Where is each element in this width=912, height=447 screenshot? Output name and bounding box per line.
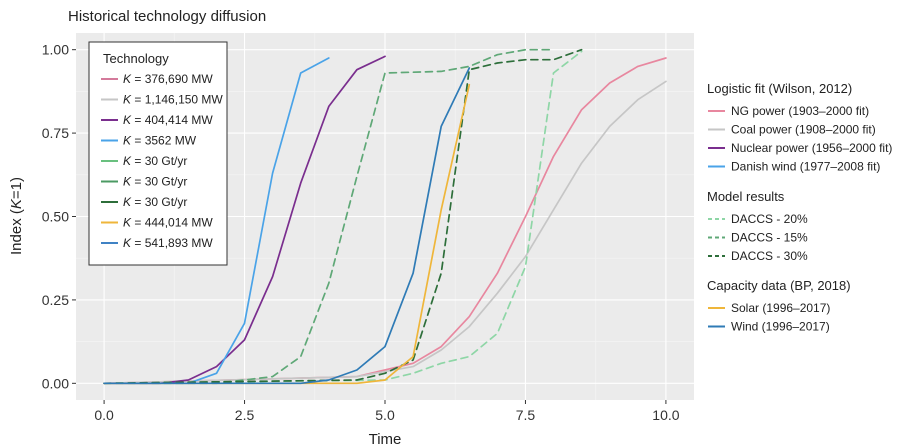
series-line-1 <box>103 57 667 385</box>
technology-legend-label: K = 30 Gt/yr <box>123 195 187 209</box>
y-axis-title: Index (K=1) <box>8 177 25 255</box>
technology-legend-value: 444,014 MW <box>145 216 214 230</box>
technology-legend-label: K = 3562 MW <box>123 134 197 148</box>
series-line-2 <box>103 80 667 385</box>
technology-legend-variable: K <box>123 93 132 107</box>
technology-legend: Technology K = 376,690 MWK = 1,146,150 M… <box>88 41 228 266</box>
technology-legend-variable: K <box>123 195 132 209</box>
series-line-9 <box>103 67 471 385</box>
technology-legend-value: 3562 MW <box>145 134 197 148</box>
technology-legend-equals: = <box>131 236 145 250</box>
y-axis-title-suffix: =1) <box>8 177 25 199</box>
series-line-5 <box>103 50 583 385</box>
series-line-8 <box>103 83 471 385</box>
outer-legend-label: Solar (1996–2017) <box>731 301 830 315</box>
technology-legend-items: K = 376,690 MWK = 1,146,150 MWK = 404,41… <box>101 72 223 250</box>
technology-legend-equals: = <box>131 175 145 189</box>
technology-legend-label: K = 444,014 MW <box>123 216 213 230</box>
outer-legend-label: NG power (1903–2000 fit) <box>731 104 869 118</box>
technology-legend-variable: K <box>123 236 132 250</box>
x-tick-label: 2.5 <box>235 407 255 423</box>
technology-legend-equals: = <box>131 113 145 127</box>
chart-title: Historical technology diffusion <box>68 8 266 25</box>
technology-legend-variable: K <box>123 134 132 148</box>
y-tick-label: 0.25 <box>42 292 69 308</box>
outer-legend-label: DACCS - 30% <box>731 249 808 263</box>
outer-legend-label: Nuclear power (1956–2000 fit) <box>731 141 892 155</box>
y-axis-ticks: 0.00 0.25 0.50 0.75 1.00 <box>42 42 76 391</box>
y-tick-label: 0.00 <box>42 375 69 391</box>
x-axis-title: Time <box>369 431 402 447</box>
series-line-6 <box>103 48 555 385</box>
technology-legend-value: 1,146,150 MW <box>145 93 224 107</box>
outer-legend-group-title: Model results <box>707 189 785 204</box>
technology-legend-value: 376,690 MW <box>145 72 214 86</box>
y-tick-label: 0.50 <box>42 209 69 225</box>
technology-legend-variable: K <box>123 216 132 230</box>
technology-legend-value: 30 Gt/yr <box>145 154 188 168</box>
technology-legend-variable: K <box>123 175 132 189</box>
technology-legend-value: 404,414 MW <box>145 113 214 127</box>
outer-legend: Logistic fit (Wilson, 2012) NG power (190… <box>707 81 892 334</box>
technology-legend-label: K = 30 Gt/yr <box>123 154 187 168</box>
technology-legend-equals: = <box>131 93 145 107</box>
y-tick-label: 0.75 <box>42 125 69 141</box>
series-line-3 <box>103 55 386 385</box>
outer-legend-label: DACCS - 20% <box>731 212 808 226</box>
technology-legend-value: 30 Gt/yr <box>145 175 188 189</box>
series-lines <box>103 48 667 385</box>
y-tick-label: 1.00 <box>42 42 69 58</box>
technology-legend-value: 541,893 MW <box>145 236 214 250</box>
outer-legend-label: DACCS - 15% <box>731 231 808 245</box>
outer-legend-label: Danish wind (1977–2008 fit) <box>731 160 880 174</box>
outer-legend-group-title: Capacity data (BP, 2018) <box>707 278 851 293</box>
technology-legend-equals: = <box>131 154 145 168</box>
y-axis-title-variable: K <box>8 198 25 209</box>
technology-legend-equals: = <box>131 134 145 148</box>
technology-legend-label: K = 1,146,150 MW <box>123 93 223 107</box>
technology-legend-label: K = 404,414 MW <box>123 113 213 127</box>
technology-legend-label: K = 376,690 MW <box>123 72 213 86</box>
technology-legend-title: Technology <box>103 51 169 66</box>
technology-legend-value: 30 Gt/yr <box>145 195 188 209</box>
technology-legend-variable: K <box>123 113 132 127</box>
technology-legend-equals: = <box>131 216 145 230</box>
outer-legend-group-title: Logistic fit (Wilson, 2012) <box>707 81 852 96</box>
x-tick-label: 5.0 <box>375 407 395 423</box>
x-axis-ticks: 0.0 2.5 5.0 7.5 10.0 <box>94 400 680 423</box>
x-tick-label: 7.5 <box>516 407 536 423</box>
x-tick-label: 10.0 <box>652 407 679 423</box>
technology-legend-equals: = <box>131 72 145 86</box>
outer-legend-label: Wind (1996–2017) <box>731 320 830 334</box>
technology-legend-label: K = 541,893 MW <box>123 236 213 250</box>
technology-legend-label: K = 30 Gt/yr <box>123 175 187 189</box>
technology-legend-equals: = <box>131 195 145 209</box>
series-line-7 <box>103 48 583 385</box>
y-axis-title-prefix: Index ( <box>8 209 25 255</box>
x-tick-label: 0.0 <box>94 407 114 423</box>
outer-legend-label: Coal power (1908–2000 fit) <box>731 123 876 137</box>
technology-legend-variable: K <box>123 72 132 86</box>
technology-legend-variable: K <box>123 154 132 168</box>
